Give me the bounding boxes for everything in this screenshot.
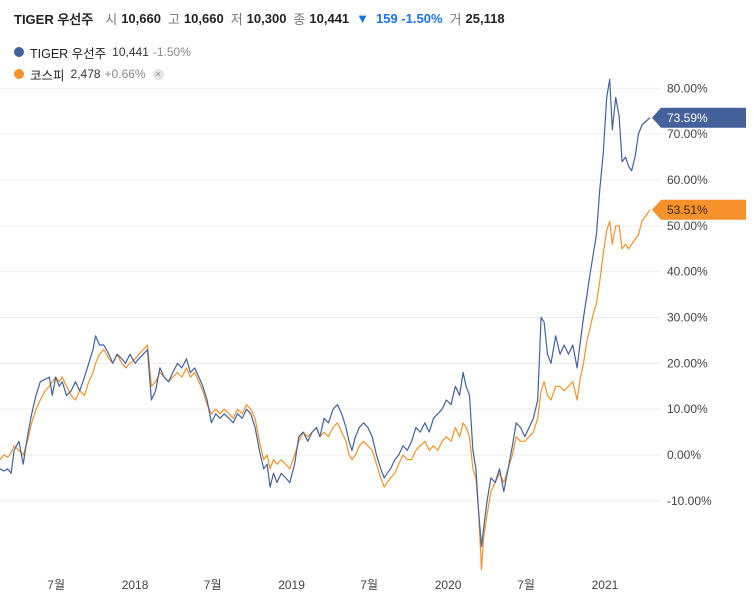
x-tick-label: 2021	[592, 578, 619, 592]
x-tick-label: 7월	[47, 578, 65, 592]
y-tick-label: 30.00%	[667, 311, 708, 325]
series-lines	[0, 78, 651, 571]
y-tick-label: 70.00%	[667, 127, 708, 141]
series-line-tiger	[0, 78, 651, 548]
close-label: 종	[293, 11, 306, 27]
x-tick-label: 2018	[122, 578, 149, 592]
open-label: 시	[105, 11, 118, 27]
y-tick-label: 40.00%	[667, 265, 708, 279]
legend-series-name: 코스피	[30, 68, 65, 83]
y-tick-label: 80.00%	[667, 81, 708, 95]
high-label: 고	[167, 11, 180, 27]
y-tick-label: -10.00%	[667, 494, 712, 508]
legend-series-value: 2,478	[70, 67, 101, 81]
low-value: 10,300	[246, 10, 287, 26]
remove-comparison-icon[interactable]: ×	[152, 68, 164, 80]
legend: TIGER 우선주 10,441 -1.50% 코스피 2,478 +0.66%…	[14, 41, 191, 85]
open-value: 10,660	[121, 10, 161, 26]
legend-series-pct: +0.66%	[104, 67, 146, 81]
change-down-icon: ▼	[356, 10, 370, 26]
y-axis: 80.00% 70.00% 60.00% 50.00% 40.00% 30.00% 20.0…	[667, 81, 712, 508]
series-line-kospi	[0, 209, 651, 571]
low-label: 저	[230, 11, 243, 27]
y-tick-label: 0.00%	[667, 448, 701, 462]
last-value-label: 73.59%	[667, 111, 708, 125]
volume-value: 25,118	[465, 10, 505, 26]
series-dot-icon	[14, 69, 24, 79]
y-tick-label: 60.00%	[667, 173, 708, 187]
legend-series-value: 10,441	[112, 45, 149, 59]
last-value-tags: 73.59% 53.51%	[652, 107, 746, 220]
legend-item-kospi[interactable]: 코스피 2,478 +0.66% ×	[14, 63, 191, 85]
last-value-label: 53.51%	[667, 203, 708, 217]
volume-label: 거	[449, 11, 462, 27]
close-value: 10,441	[309, 10, 350, 26]
y-tick-label: 10.00%	[667, 402, 708, 416]
ticker-name: TIGER 우선주	[14, 11, 94, 27]
high-value: 10,660	[183, 10, 224, 26]
x-tick-label: 2019	[278, 578, 305, 592]
x-tick-label: 7월	[360, 578, 378, 592]
last-value-tag	[652, 199, 746, 220]
x-tick-label: 2020	[435, 578, 462, 592]
series-dot-icon	[14, 47, 24, 57]
x-tick-label: 7월	[517, 578, 535, 592]
chart-grid	[0, 87, 660, 502]
x-axis: 7월 2018 7월 2019 7월 2020 7월 2021	[47, 578, 618, 592]
y-tick-label: 50.00%	[667, 219, 708, 233]
legend-item-tiger[interactable]: TIGER 우선주 10,441 -1.50%	[14, 41, 191, 63]
change-value: 159 -1.50%	[376, 10, 443, 26]
y-tick-label: 20.00%	[667, 356, 708, 370]
legend-series-pct: -1.50%	[152, 45, 191, 59]
last-value-tag	[652, 107, 746, 128]
x-tick-label: 7월	[204, 578, 222, 592]
legend-series-name: TIGER 우선주	[30, 46, 107, 61]
quote-header: TIGER 우선주 시 10,660 고 10,660 저 10,300 종 1…	[14, 7, 512, 29]
